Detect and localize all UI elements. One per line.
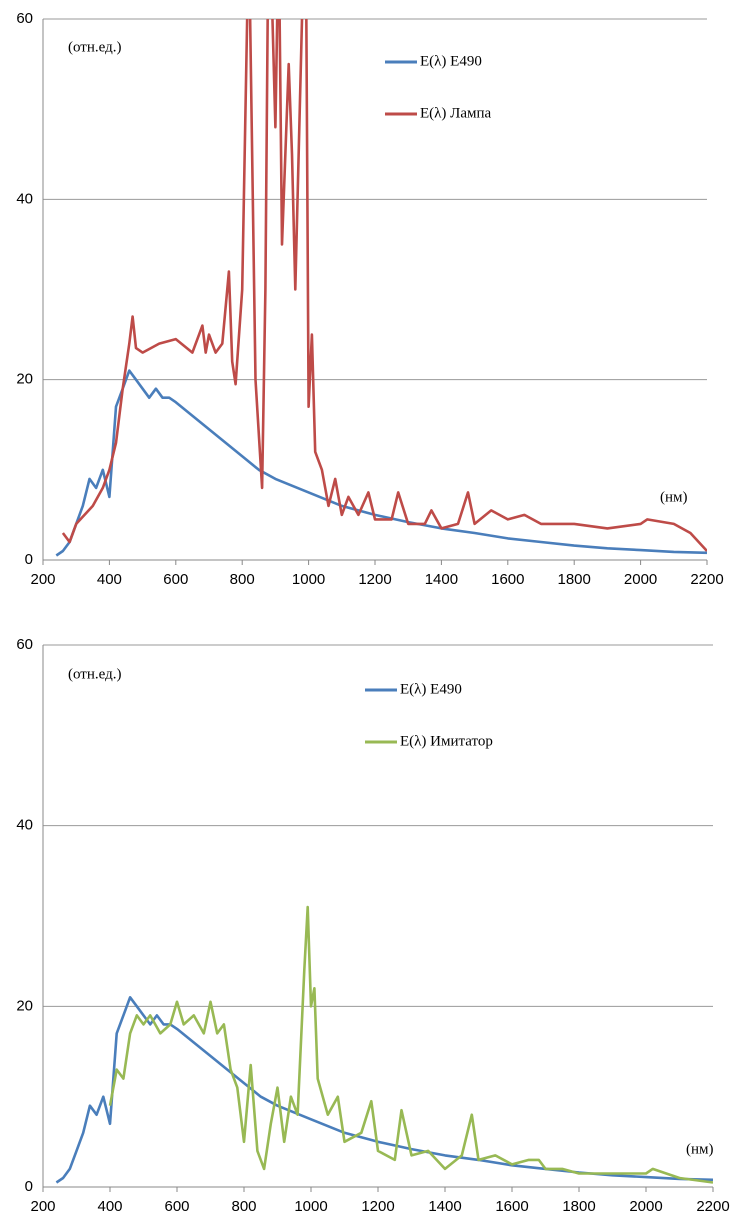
x-tick-label: 800 [231, 1198, 256, 1215]
y-tick-label: 20 [16, 371, 33, 388]
x-tick-label: 2000 [629, 1198, 662, 1215]
x-tick-label: 200 [30, 1198, 55, 1215]
legend-label: E(λ) E490 [400, 681, 462, 697]
x-tick-label: 1800 [562, 1198, 595, 1215]
chart: 0 20 40 60 200 400 600 800 1000 1200 1400 1600 1800 2… [16, 636, 729, 1215]
x-tick-label: 600 [164, 1198, 189, 1215]
annotation: (отн.ед.) [68, 39, 121, 55]
data-line [61, 19, 707, 552]
y-tick-label: 60 [16, 636, 33, 653]
x-tick-label: 400 [97, 1198, 122, 1215]
x-tick-label: 1800 [558, 571, 591, 588]
x-tick-label: 1400 [425, 571, 458, 588]
x-tick-label: 2200 [696, 1198, 729, 1215]
legend-label: E(λ) E490 [420, 53, 482, 69]
data-line [55, 996, 713, 1184]
x-tick-label: 2000 [624, 571, 657, 588]
x-tick-label: 200 [30, 571, 55, 588]
y-tick-label: 60 [16, 10, 33, 27]
x-tick-label: 1600 [495, 1198, 528, 1215]
legend-label: E(λ) Лампа [420, 105, 492, 121]
data-line [108, 905, 713, 1184]
y-tick-label: 40 [16, 817, 33, 834]
data-line [55, 369, 707, 557]
x-tick-label: 1000 [294, 1198, 327, 1215]
x-tick-label: 400 [97, 571, 122, 588]
x-tick-label: 800 [230, 571, 255, 588]
y-tick-label: 0 [25, 551, 33, 568]
y-tick-label: 0 [25, 1178, 33, 1195]
annotation: (отн.ед.) [68, 666, 121, 682]
annotation: (нм) [660, 489, 688, 505]
x-tick-label: 600 [163, 571, 188, 588]
legend-label: E(λ) Имитатор [400, 733, 493, 749]
x-tick-label: 2200 [690, 571, 723, 588]
x-tick-label: 1200 [358, 571, 391, 588]
x-tick-label: 1600 [491, 571, 524, 588]
x-tick-label: 1000 [292, 571, 325, 588]
annotation: (нм) [686, 1141, 714, 1157]
chart: 0 20 40 60 200 400 600 800 1000 1200 1400 1600 1800 2… [16, 10, 723, 588]
x-tick-label: 1200 [361, 1198, 394, 1215]
y-tick-label: 20 [16, 997, 33, 1014]
y-tick-label: 40 [16, 190, 33, 207]
x-tick-label: 1400 [428, 1198, 461, 1215]
